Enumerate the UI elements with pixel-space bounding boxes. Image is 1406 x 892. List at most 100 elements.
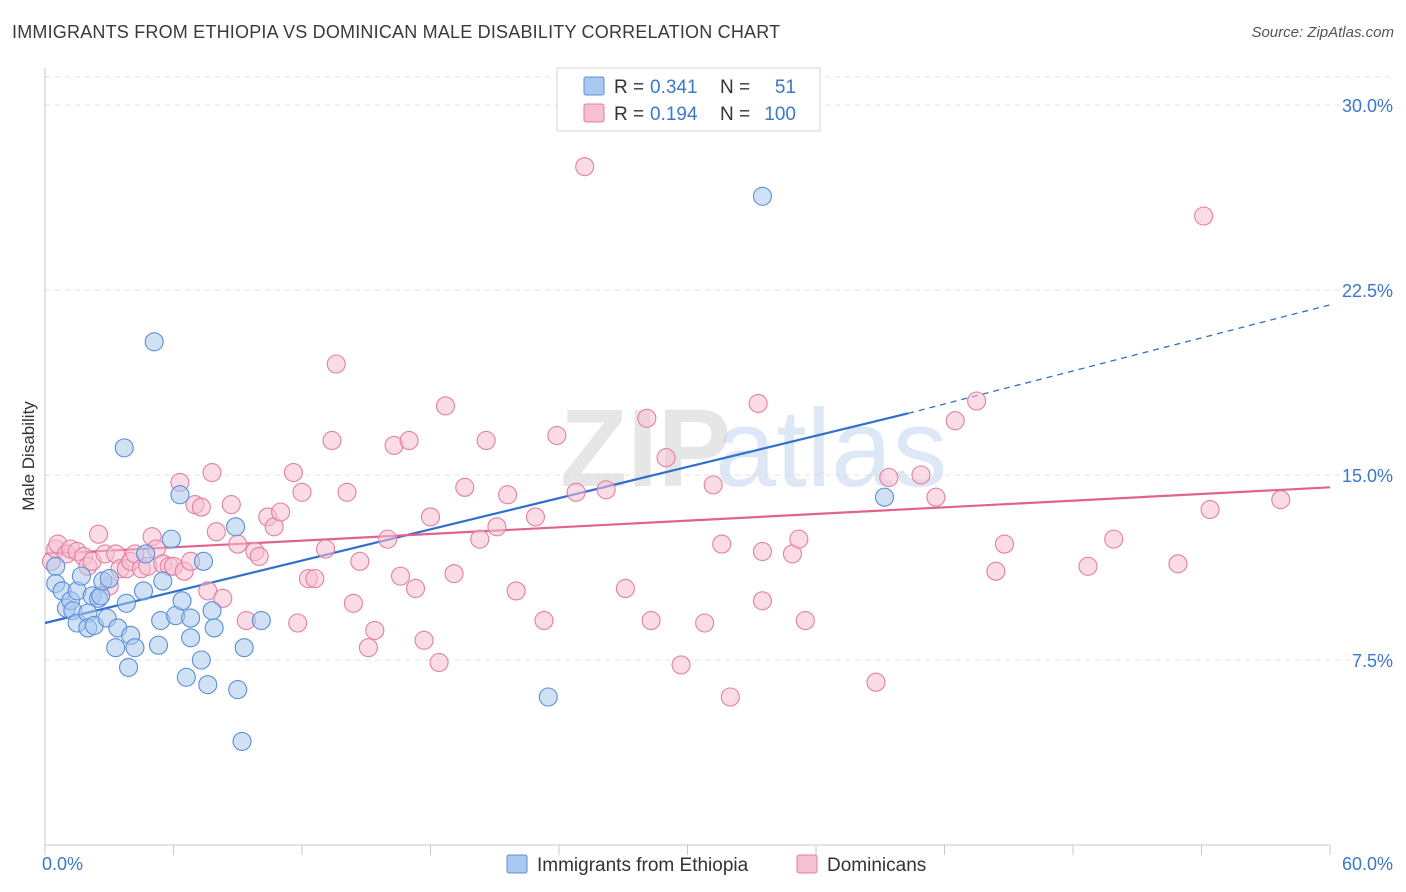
point-series-1-50 [343,593,363,613]
point-series-0-41 [202,601,222,621]
point-series-0-28 [148,635,169,655]
point-series-1-34 [228,534,248,554]
point-series-1-85 [748,393,768,414]
point-series-1-91 [866,672,886,692]
legend-r-label-dominicans: R = [614,104,644,125]
point-series-1-46 [316,539,336,559]
legend-r-value-ethiopia: 0.341 [650,77,698,98]
point-series-1-42 [288,613,308,633]
point-series-0-25 [133,581,154,601]
point-series-1-64 [455,477,475,497]
point-series-1-60 [420,507,441,527]
point-series-1-87 [752,541,773,562]
point-series-0-37 [181,628,201,648]
bottom-legend-swatch-dominicans [796,854,818,874]
point-series-0-0 [46,556,66,576]
point-series-1-101 [1168,554,1188,574]
point-series-1-41 [283,462,303,483]
chart-title: IMMIGRANTS FROM ETHIOPIA VS DOMINICAN MA… [12,22,781,42]
legend-r-label-ethiopia: R = [614,77,644,98]
point-series-0-45 [232,731,252,751]
bottom-legend-swatch-ethiopia [506,854,528,874]
point-series-1-89 [789,529,809,549]
point-series-1-100 [1104,529,1124,549]
point-series-1-72 [547,425,567,446]
point-series-1-70 [525,507,545,527]
y-axis-label: Male Disability [19,401,38,511]
point-series-1-77 [637,408,657,428]
axis-layer: 7.5% 15.0% 22.5% 30.0% [44,68,1393,855]
point-series-1-66 [476,430,496,451]
trend-line-0 [44,412,909,625]
x-tick-label-min: 0.0% [42,854,83,874]
watermark-zip: ZIP [560,387,731,510]
point-series-1-48 [326,354,346,374]
point-series-0-21 [116,593,136,613]
point-series-1-51 [350,551,370,571]
point-series-0-49 [752,186,773,206]
point-series-1-96 [967,391,987,411]
point-series-1-83 [712,534,732,554]
point-series-1-40 [271,502,291,522]
legend-n-value-ethiopia: 51 [775,77,796,98]
point-series-1-45 [305,569,325,589]
legend-row-dominicans: R = 0.194 N = 100 [583,103,796,125]
y-tick-label-0: 7.5% [1352,651,1393,671]
trend-layer [44,304,1331,625]
legend-swatch-dominicans [583,103,605,123]
bottom-legend-label-dominicans: Dominicans [827,855,926,876]
point-series-0-38 [191,650,211,670]
point-series-1-74 [575,157,595,177]
point-series-1-93 [911,465,931,485]
point-series-1-84 [720,687,740,707]
point-series-0-39 [193,551,214,571]
point-series-1-75 [596,480,616,500]
point-series-1-95 [945,411,965,431]
point-series-0-42 [204,618,224,638]
x-tick-label-max: 60.0% [1342,854,1393,874]
legend-n-label-dominicans: N = [720,104,750,125]
legend-row-ethiopia: R = 0.341 N = 51 [583,76,796,98]
point-series-0-43 [226,517,246,537]
point-series-1-82 [703,475,723,495]
point-series-0-33 [170,485,190,505]
point-series-1-98 [994,534,1015,554]
point-series-0-24 [125,638,145,658]
legend-n-value-dominicans: 100 [764,104,796,125]
point-series-0-22 [118,657,139,677]
point-series-0-36 [181,608,201,628]
point-series-1-81 [695,613,715,633]
point-series-1-30 [202,462,222,483]
point-series-1-63 [444,564,464,584]
point-series-0-20 [114,438,134,458]
point-series-0-31 [161,529,181,549]
point-series-1-57 [399,430,419,451]
point-series-1-52 [358,638,378,658]
point-series-1-71 [534,610,554,631]
point-series-1-99 [1078,556,1098,576]
point-series-1-33 [221,495,241,515]
point-series-1-53 [365,620,385,640]
legend-swatch-ethiopia [583,76,605,96]
point-series-0-35 [176,667,196,687]
point-series-1-97 [986,561,1006,581]
point-series-0-48 [538,687,558,707]
point-series-0-17 [99,569,119,589]
point-series-1-49 [337,482,357,502]
legend-r-value-dominicans: 0.194 [650,104,698,125]
point-series-1-104 [1271,490,1291,510]
point-series-1-56 [390,566,411,586]
point-series-1-59 [414,630,434,650]
point-series-1-54 [378,529,398,549]
point-series-0-34 [172,591,192,611]
point-series-0-40 [198,675,218,695]
chart-source: Source: ZipAtlas.com [1251,24,1394,41]
point-series-0-44 [228,680,248,700]
point-series-1-86 [752,591,773,611]
legend-box: R = 0.341 N = 51 R = 0.194 N = 100 [556,67,821,132]
point-series-1-73 [566,482,586,502]
point-series-1-69 [506,581,526,601]
point-series-0-30 [153,571,173,591]
point-series-0-46 [234,638,254,658]
y-tick-label-1: 15.0% [1342,466,1393,486]
